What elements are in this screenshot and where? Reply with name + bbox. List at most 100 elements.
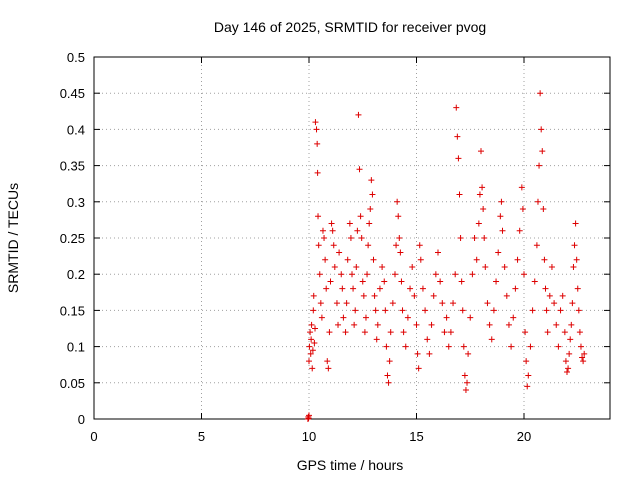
data-point: [461, 372, 468, 379]
x-axis-tick-labels: 0 5 10 15 20: [90, 429, 531, 444]
data-point: [553, 321, 560, 328]
data-point: [362, 314, 369, 321]
data-point: [561, 329, 568, 336]
x-tick-label: 5: [198, 429, 205, 444]
data-point: [450, 300, 457, 307]
chart-title: Day 146 of 2025, SRMTID for receiver pvo…: [214, 19, 486, 35]
x-tick-label: 20: [517, 429, 531, 444]
data-point: [551, 300, 558, 307]
data-point: [484, 300, 491, 307]
data-point: [430, 292, 437, 299]
data-point: [495, 249, 502, 256]
data-point: [328, 220, 335, 227]
data-point: [336, 249, 343, 256]
data-point: [395, 213, 402, 220]
data-point: [382, 307, 389, 314]
data-point: [573, 256, 580, 263]
data-point: [445, 343, 452, 350]
y-tick-label: 0.25: [60, 231, 85, 246]
data-point: [308, 321, 315, 328]
data-point: [324, 358, 331, 365]
data-point: [531, 278, 538, 285]
data-point: [393, 242, 400, 249]
data-point: [376, 285, 383, 292]
data-point: [505, 321, 512, 328]
data-point: [447, 329, 454, 336]
data-point: [309, 365, 316, 372]
data-point: [540, 206, 547, 213]
data-point: [439, 300, 446, 307]
data-point: [482, 263, 489, 270]
x-tick-label: 15: [409, 429, 423, 444]
x-axis-title: GPS time / hours: [297, 457, 404, 473]
data-point: [385, 379, 392, 386]
data-point: [312, 325, 319, 332]
data-point: [523, 358, 530, 365]
data-point: [416, 242, 423, 249]
data-point: [518, 184, 525, 191]
data-point: [366, 220, 373, 227]
data-point: [400, 329, 407, 336]
data-point: [557, 307, 564, 314]
data-point: [476, 191, 483, 198]
data-point: [352, 307, 359, 314]
data-point: [512, 285, 519, 292]
data-point: [437, 278, 444, 285]
data-point: [569, 300, 576, 307]
data-point: [577, 343, 584, 350]
data-point: [428, 321, 435, 328]
data-point: [340, 314, 347, 321]
data-point: [314, 169, 321, 176]
y-tick-label: 0.35: [60, 159, 85, 174]
data-point: [333, 300, 340, 307]
data-point: [307, 329, 314, 336]
data-point: [462, 387, 469, 394]
y-axis-title: SRMTID / TECUs: [5, 183, 21, 293]
data-point: [458, 278, 465, 285]
data-point: [465, 350, 472, 357]
data-point: [480, 206, 487, 213]
data-point: [534, 198, 541, 205]
data-point: [581, 350, 588, 357]
data-point: [407, 285, 414, 292]
data-point: [452, 271, 459, 278]
data-point: [499, 227, 506, 234]
y-tick-label: 0.15: [60, 303, 85, 318]
y-tick-label: 0.1: [67, 340, 85, 355]
data-point: [456, 191, 463, 198]
data-point: [417, 256, 424, 263]
data-point: [371, 292, 378, 299]
data-point: [326, 329, 333, 336]
y-tick-label: 0.2: [67, 267, 85, 282]
data-point: [335, 321, 342, 328]
data-point: [308, 336, 315, 343]
data-point: [306, 343, 313, 350]
data-point: [349, 271, 355, 278]
data-point: [355, 111, 362, 118]
data-point: [327, 278, 334, 285]
data-point: [575, 307, 582, 314]
data-point: [344, 256, 351, 263]
data-point: [311, 339, 318, 346]
data-point: [422, 307, 429, 314]
data-point: [576, 329, 583, 336]
data-point: [310, 307, 317, 314]
data-point: [571, 242, 578, 249]
data-point: [415, 365, 422, 372]
data-point: [541, 256, 548, 263]
data-point: [315, 213, 322, 220]
y-tick-label: 0.3: [67, 195, 85, 210]
data-point: [316, 271, 323, 278]
data-point: [562, 358, 569, 365]
data-point: [347, 235, 354, 241]
data-point: [409, 263, 416, 270]
data-point: [374, 321, 381, 328]
data-point: [503, 292, 510, 299]
data-point: [307, 350, 314, 357]
data-point: [394, 198, 401, 205]
data-point: [331, 263, 338, 270]
data-point: [539, 148, 546, 155]
data-point: [338, 271, 345, 278]
data-point: [381, 278, 388, 285]
